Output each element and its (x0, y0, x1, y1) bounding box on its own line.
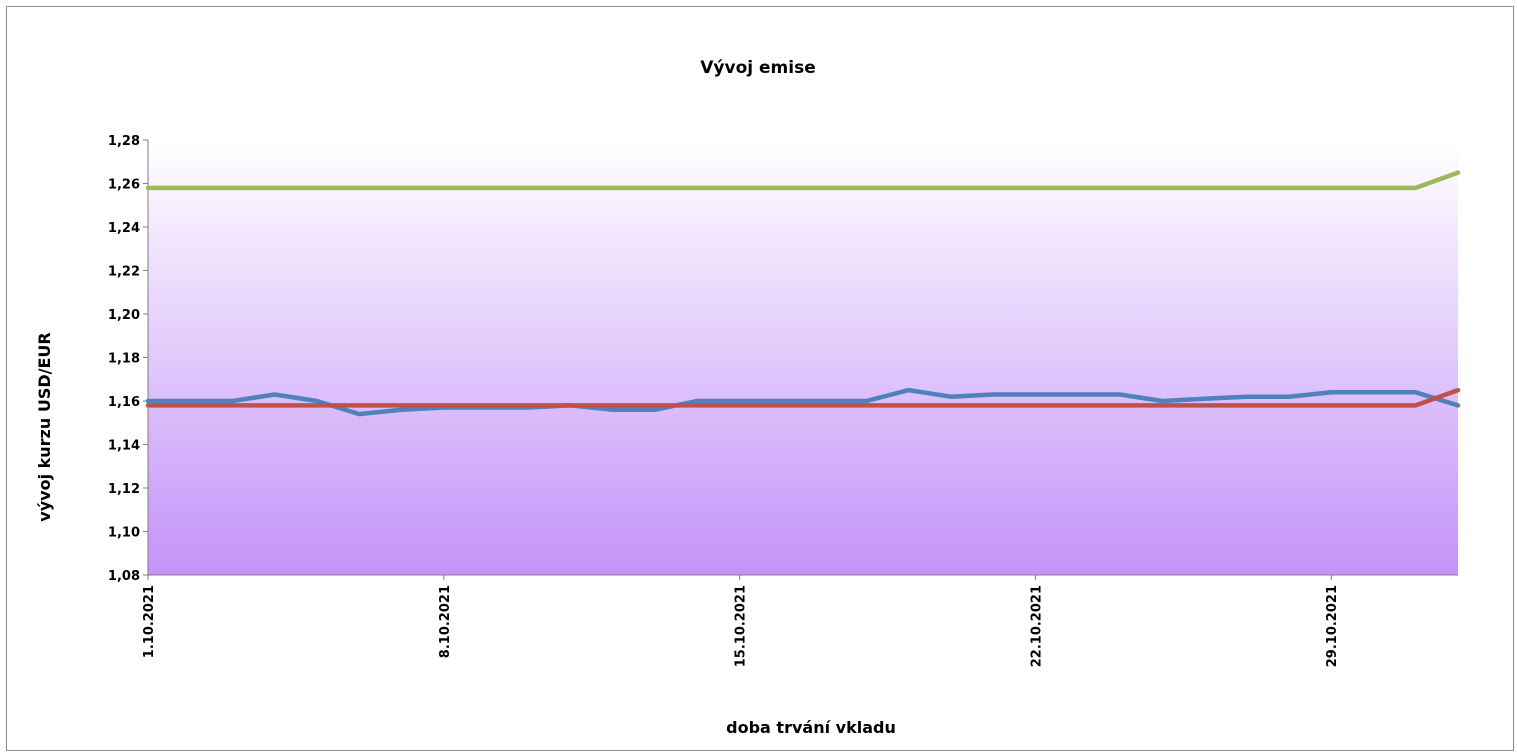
x-tick-label: 22.10.2021 (1029, 585, 1044, 667)
y-axis-label: vývoj kurzu USD/EUR (35, 332, 54, 521)
x-axis-label: doba trvání vkladu (726, 718, 896, 737)
y-axis-ticks: 1,08 1,10 1,12 1,14 1,16 1,18 1,20 1,22 1,24 1,26… (108, 134, 148, 584)
series-line-2 (145, 387, 1461, 408)
x-axis-ticks: 1.10.2021 8.10.2021 15.10.2021 22.10.2021 29… (142, 575, 1340, 667)
y-tick-label: 1,18 (108, 352, 140, 367)
x-tick-label: 29.10.2021 (1325, 585, 1340, 667)
y-tick-label: 1,16 (108, 395, 140, 410)
y-tick-label: 1,10 (108, 526, 140, 541)
chart-title: Vývoj emise (700, 58, 815, 78)
series-line-3 (145, 170, 1461, 191)
y-tick-label: 1,22 (108, 265, 140, 280)
y-tick-label: 1,24 (108, 221, 140, 236)
y-tick-label: 1,20 (108, 308, 140, 323)
x-tick-label: 1.10.2021 (142, 585, 157, 658)
x-tick-label: 8.10.2021 (438, 585, 453, 658)
y-tick-label: 1,12 (108, 482, 140, 497)
y-tick-label: 1,26 (108, 178, 140, 193)
y-tick-label: 1,14 (108, 439, 140, 454)
y-tick-label: 1,28 (108, 134, 140, 149)
x-tick-label: 15.10.2021 (734, 585, 749, 667)
y-tick-label: 1,08 (108, 569, 140, 584)
series-line-1 (145, 387, 1461, 417)
plot-area (148, 140, 1458, 575)
series-lines (145, 170, 1461, 417)
